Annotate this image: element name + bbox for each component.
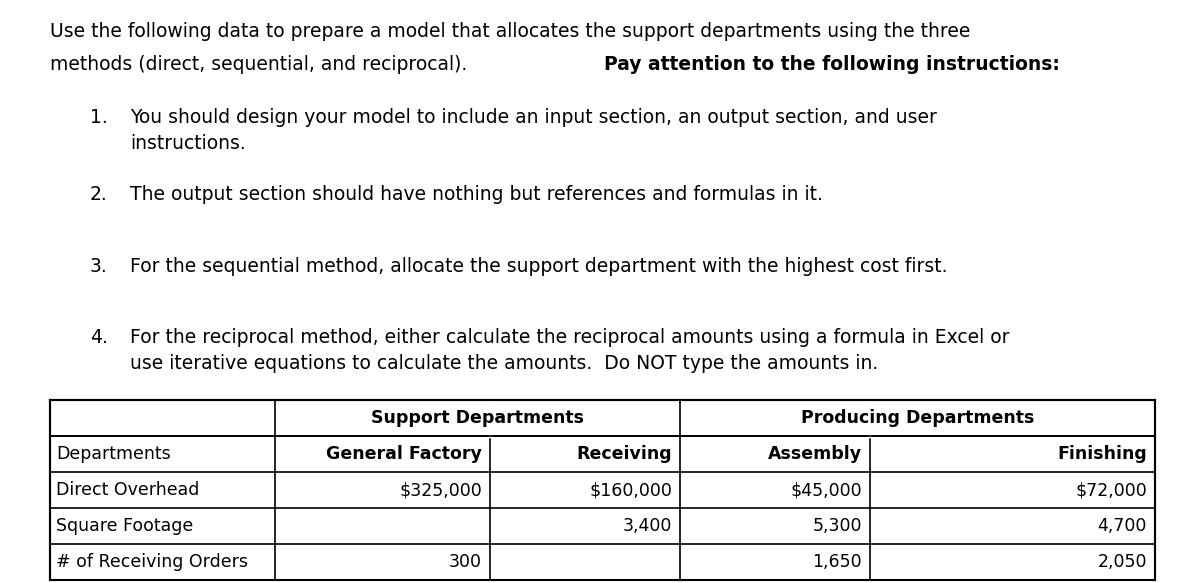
Text: 1.: 1. <box>90 108 108 127</box>
Text: $160,000: $160,000 <box>589 481 672 499</box>
Text: instructions.: instructions. <box>130 134 246 153</box>
Text: # of Receiving Orders: # of Receiving Orders <box>56 553 248 571</box>
Text: You should design your model to include an input section, an output section, and: You should design your model to include … <box>130 108 937 127</box>
Text: 2.: 2. <box>90 185 108 204</box>
Text: Use the following data to prepare a model that allocates the support departments: Use the following data to prepare a mode… <box>50 22 971 41</box>
Text: Receiving: Receiving <box>576 445 672 463</box>
Text: 2,050: 2,050 <box>1098 553 1147 571</box>
Text: Support Departments: Support Departments <box>371 409 584 427</box>
Text: 1,650: 1,650 <box>812 553 862 571</box>
Text: For the reciprocal method, either calculate the reciprocal amounts using a formu: For the reciprocal method, either calcul… <box>130 328 1009 347</box>
Text: use iterative equations to calculate the amounts.  Do NOT type the amounts in.: use iterative equations to calculate the… <box>130 354 878 373</box>
Text: $325,000: $325,000 <box>400 481 482 499</box>
Text: General Factory: General Factory <box>326 445 482 463</box>
Text: Departments: Departments <box>56 445 170 463</box>
Text: 300: 300 <box>449 553 482 571</box>
Text: Assembly: Assembly <box>768 445 862 463</box>
Text: 3.: 3. <box>90 257 108 276</box>
Text: Direct Overhead: Direct Overhead <box>56 481 199 499</box>
Text: 4,700: 4,700 <box>1098 517 1147 535</box>
Text: 3,400: 3,400 <box>623 517 672 535</box>
Text: Square Footage: Square Footage <box>56 517 193 535</box>
Text: The output section should have nothing but references and formulas in it.: The output section should have nothing b… <box>130 185 823 204</box>
Text: $72,000: $72,000 <box>1075 481 1147 499</box>
Text: Producing Departments: Producing Departments <box>800 409 1034 427</box>
Text: Finishing: Finishing <box>1057 445 1147 463</box>
Text: Pay attention to the following instructions:: Pay attention to the following instructi… <box>604 55 1060 74</box>
Text: 5,300: 5,300 <box>812 517 862 535</box>
Text: For the sequential method, allocate the support department with the highest cost: For the sequential method, allocate the … <box>130 257 948 276</box>
Text: $45,000: $45,000 <box>791 481 862 499</box>
Text: methods (direct, sequential, and reciprocal).: methods (direct, sequential, and recipro… <box>50 55 479 74</box>
Text: 4.: 4. <box>90 328 108 347</box>
